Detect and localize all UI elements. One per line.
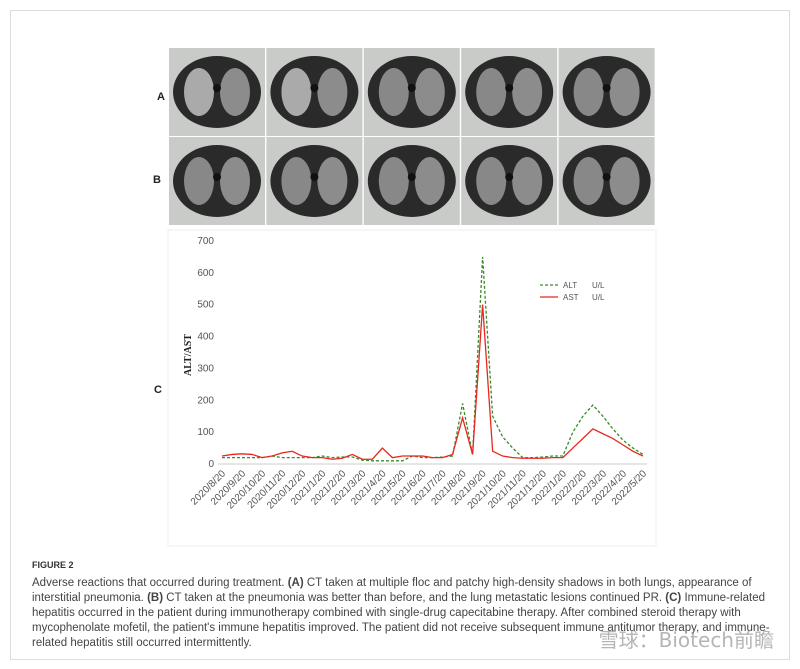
ct-lung	[317, 68, 348, 116]
data-line	[221, 304, 644, 460]
caption-label: FIGURE 2	[32, 560, 74, 570]
caption-panel-ref: (A)	[287, 577, 304, 589]
watermark: 雪球：Biotech前瞻	[598, 628, 774, 652]
ct-trachea	[213, 173, 221, 181]
ct-lung	[609, 68, 640, 116]
ct-lung	[378, 157, 409, 205]
caption-panel-ref: (B)	[147, 592, 164, 604]
legend-label: AST	[563, 293, 579, 302]
ct-lung	[281, 157, 312, 205]
y-tick-label: 200	[197, 395, 214, 406]
y-axis-label: ALT/AST	[183, 334, 194, 376]
y-tick-label: 400	[197, 332, 214, 343]
ct-lung	[609, 157, 640, 205]
ct-trachea	[505, 84, 514, 92]
ct-lung	[476, 68, 507, 116]
panel-label: B	[153, 174, 161, 186]
caption-segment: CT taken at multiple floc and patchy hig…	[32, 577, 752, 604]
ct-lung	[512, 68, 543, 116]
ct-lung	[573, 157, 604, 205]
ct-lung	[573, 68, 604, 116]
ct-trachea	[505, 173, 514, 181]
legend-unit: U/L	[592, 293, 605, 302]
figure-frame	[10, 10, 790, 660]
ct-lung	[414, 68, 445, 116]
ct-lung	[184, 68, 214, 116]
legend-label: ALT	[563, 281, 577, 290]
y-tick-label: 600	[197, 268, 214, 279]
y-tick-label: 100	[197, 427, 214, 438]
caption-panel-ref: (C)	[665, 592, 682, 604]
caption-segment: Adverse reactions that occurred during t…	[32, 577, 288, 589]
ct-lung	[220, 157, 250, 205]
caption-segment: Immune-related hepatitis occurred in the…	[32, 592, 770, 649]
ct-trachea	[407, 173, 416, 181]
chart-area	[167, 229, 657, 547]
ct-trachea	[213, 84, 221, 92]
legend-unit: U/L	[592, 281, 605, 290]
ct-trachea	[602, 173, 611, 181]
panel-label: A	[157, 91, 165, 103]
y-tick-label: 500	[197, 300, 214, 311]
ct-trachea	[602, 84, 611, 92]
ct-images	[169, 48, 655, 225]
y-tick-label: 700	[197, 236, 214, 247]
ct-lung	[414, 157, 445, 205]
ct-lung	[184, 157, 214, 205]
y-tick-label: 0	[208, 459, 214, 470]
ct-trachea	[310, 84, 319, 92]
ct-trachea	[310, 173, 319, 181]
ct-lung	[281, 68, 312, 116]
caption-segment: CT taken at the pneumonia was better tha…	[163, 592, 666, 604]
y-tick-label: 300	[197, 363, 214, 374]
panel-label: C	[154, 384, 162, 396]
ct-trachea	[407, 84, 416, 92]
ct-lung	[512, 157, 543, 205]
caption: FIGURE 2 Adverse reactions that occurred…	[32, 558, 777, 651]
ct-lung	[317, 157, 348, 205]
ct-lung	[476, 157, 507, 205]
ct-lung	[378, 68, 409, 116]
caption-text: Adverse reactions that occurred during t…	[32, 576, 777, 651]
ct-lung	[220, 68, 250, 116]
